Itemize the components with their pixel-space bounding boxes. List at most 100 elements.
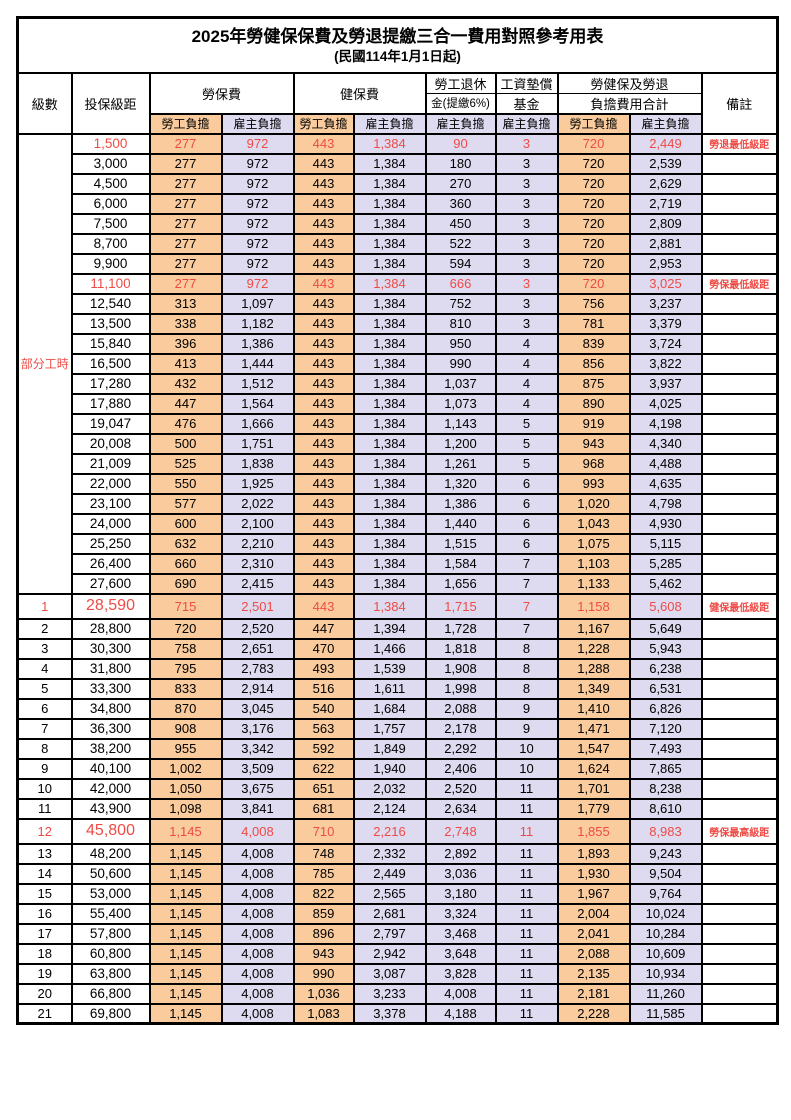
total-employee-cell: 1,624 bbox=[556, 757, 631, 780]
health-employee-cell: 443 bbox=[292, 572, 355, 595]
bracket-cell: 28,590 bbox=[70, 592, 151, 620]
total-employer-cell: 4,198 bbox=[628, 412, 703, 435]
pension-employer-cell: 3,036 bbox=[424, 862, 497, 885]
total-employer-cell: 6,531 bbox=[628, 677, 703, 700]
fee-table: 2025年勞健保保費及勞退提繳三合一費用對照參考用表 (民國114年1月1日起)… bbox=[16, 16, 780, 1025]
labor-employer-cell: 1,444 bbox=[220, 352, 295, 375]
note-cell bbox=[700, 312, 779, 335]
labor-employer-cell: 972 bbox=[220, 192, 295, 215]
total-employer-cell: 4,340 bbox=[628, 432, 703, 455]
bracket-cell: 16,500 bbox=[70, 352, 151, 375]
health-employer-cell: 2,942 bbox=[352, 942, 427, 965]
labor-employee-cell: 277 bbox=[148, 152, 223, 175]
health-employer-cell: 1,384 bbox=[352, 332, 427, 355]
total-employee-cell: 2,088 bbox=[556, 942, 631, 965]
total-employee-cell: 1,547 bbox=[556, 737, 631, 760]
note-cell: 健保最低級距 bbox=[700, 592, 779, 620]
total-employee-cell: 968 bbox=[556, 452, 631, 475]
health-employee-cell: 443 bbox=[292, 432, 355, 455]
pension-employer-cell: 270 bbox=[424, 172, 497, 195]
note-cell bbox=[700, 862, 779, 885]
total-employee-cell: 1,075 bbox=[556, 532, 631, 555]
level-cell: 3 bbox=[16, 637, 73, 660]
total-employer-cell: 3,724 bbox=[628, 332, 703, 355]
pension-employer-cell: 2,406 bbox=[424, 757, 497, 780]
table-body: 部分工時 1,500 277 972 443 1,384 90 3 720 2,… bbox=[16, 132, 779, 1025]
health-employee-cell: 493 bbox=[292, 657, 355, 680]
health-employee-cell: 443 bbox=[292, 452, 355, 475]
health-employer-cell: 1,384 bbox=[352, 272, 427, 295]
labor-employee-cell: 600 bbox=[148, 512, 223, 535]
total-employer-cell: 9,504 bbox=[628, 862, 703, 885]
part-time-label: 部分工時 bbox=[16, 132, 73, 595]
total-employer-cell: 9,243 bbox=[628, 842, 703, 865]
table-row: 24,000 600 2,100 443 1,384 1,440 6 1,043… bbox=[18, 512, 779, 535]
bracket-cell: 6,000 bbox=[70, 192, 151, 215]
level-cell: 10 bbox=[16, 777, 73, 800]
pension-employer-cell: 450 bbox=[424, 212, 497, 235]
pension-employer-cell: 2,088 bbox=[424, 697, 497, 720]
total-employer-cell: 5,608 bbox=[628, 592, 703, 620]
health-employee-cell: 443 bbox=[292, 312, 355, 335]
bracket-cell: 9,900 bbox=[70, 252, 151, 275]
labor-employer-cell: 1,097 bbox=[220, 292, 295, 315]
note-cell bbox=[700, 572, 779, 595]
bracket-cell: 28,800 bbox=[70, 617, 151, 640]
header-level: 級數 bbox=[16, 71, 73, 135]
health-employee-cell: 748 bbox=[292, 842, 355, 865]
bracket-cell: 22,000 bbox=[70, 472, 151, 495]
table-row: 17 57,800 1,145 4,008 896 2,797 3,468 11… bbox=[16, 922, 779, 945]
total-employee-cell: 1,043 bbox=[556, 512, 631, 535]
total-employer-cell: 2,809 bbox=[628, 212, 703, 235]
health-employee-cell: 443 bbox=[292, 352, 355, 375]
wage-fund-employer-cell: 7 bbox=[494, 592, 559, 620]
table-row: 7 36,300 908 3,176 563 1,757 2,178 9 1,4… bbox=[16, 717, 779, 740]
table-row: 13 48,200 1,145 4,008 748 2,332 2,892 11… bbox=[16, 842, 779, 865]
labor-employer-cell: 3,045 bbox=[220, 697, 295, 720]
table-row: 8,700 277 972 443 1,384 522 3 720 2,881 bbox=[18, 232, 779, 255]
bracket-cell: 21,009 bbox=[70, 452, 151, 475]
labor-employee-cell: 1,002 bbox=[148, 757, 223, 780]
labor-employee-cell: 1,145 bbox=[148, 1002, 223, 1025]
wage-fund-employer-cell: 6 bbox=[494, 472, 559, 495]
total-employer-cell: 3,237 bbox=[628, 292, 703, 315]
header-labor-employee: 勞工負擔 bbox=[148, 112, 223, 135]
wage-fund-employer-cell: 11 bbox=[494, 962, 559, 985]
total-employee-cell: 1,158 bbox=[556, 592, 631, 620]
wage-fund-employer-cell: 11 bbox=[494, 862, 559, 885]
level-cell: 9 bbox=[16, 757, 73, 780]
total-employee-cell: 1,167 bbox=[556, 617, 631, 640]
labor-employee-cell: 500 bbox=[148, 432, 223, 455]
page: 2025年勞健保保費及勞退提繳三合一費用對照參考用表 (民國114年1月1日起)… bbox=[16, 16, 780, 1025]
labor-employee-cell: 1,145 bbox=[148, 862, 223, 885]
labor-employee-cell: 447 bbox=[148, 392, 223, 415]
total-employer-cell: 7,120 bbox=[628, 717, 703, 740]
pension-employer-cell: 1,440 bbox=[424, 512, 497, 535]
note-cell bbox=[700, 332, 779, 355]
wage-fund-employer-cell: 5 bbox=[494, 412, 559, 435]
bracket-cell: 55,400 bbox=[70, 902, 151, 925]
table-row: 3 30,300 758 2,651 470 1,466 1,818 8 1,2… bbox=[16, 637, 779, 660]
total-employee-cell: 890 bbox=[556, 392, 631, 415]
table-row: 11,100 277 972 443 1,384 666 3 720 3,025… bbox=[18, 272, 779, 295]
total-employee-cell: 720 bbox=[556, 172, 631, 195]
table-row: 23,100 577 2,022 443 1,384 1,386 6 1,020… bbox=[18, 492, 779, 515]
labor-employer-cell: 1,512 bbox=[220, 372, 295, 395]
note-cell bbox=[700, 212, 779, 235]
health-employer-cell: 1,384 bbox=[352, 292, 427, 315]
labor-employee-cell: 550 bbox=[148, 472, 223, 495]
total-employee-cell: 1,410 bbox=[556, 697, 631, 720]
labor-employer-cell: 2,520 bbox=[220, 617, 295, 640]
note-cell bbox=[700, 737, 779, 760]
labor-employee-cell: 277 bbox=[148, 232, 223, 255]
health-employee-cell: 443 bbox=[292, 512, 355, 535]
wage-fund-employer-cell: 6 bbox=[494, 512, 559, 535]
total-employee-cell: 1,930 bbox=[556, 862, 631, 885]
level-cell: 15 bbox=[16, 882, 73, 905]
table-row: 7,500 277 972 443 1,384 450 3 720 2,809 bbox=[18, 212, 779, 235]
pension-employer-cell: 3,324 bbox=[424, 902, 497, 925]
health-employer-cell: 1,849 bbox=[352, 737, 427, 760]
labor-employee-cell: 277 bbox=[148, 132, 223, 155]
labor-employee-cell: 277 bbox=[148, 172, 223, 195]
health-employee-cell: 443 bbox=[292, 592, 355, 620]
